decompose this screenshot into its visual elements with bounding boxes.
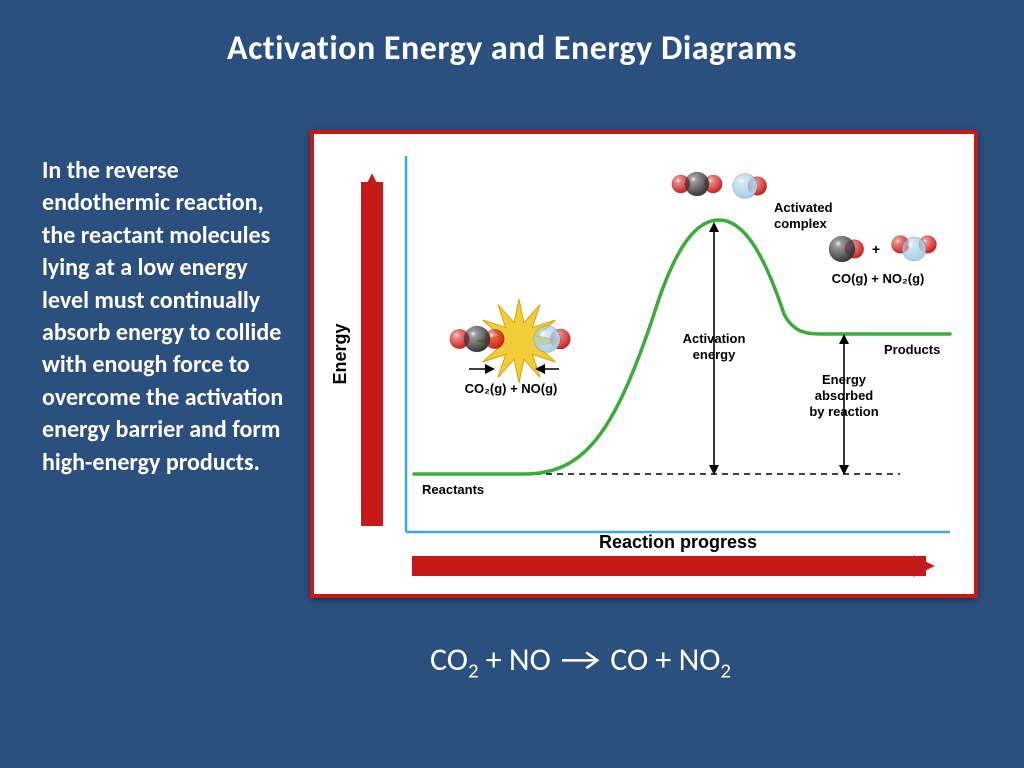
svg-text:absorbed: absorbed — [815, 388, 874, 403]
svg-text:Products: Products — [884, 342, 940, 357]
eq-rhs1: CO — [610, 640, 648, 679]
svg-text:+: + — [872, 241, 880, 257]
eq-lhs2: NO — [509, 640, 551, 679]
energy-diagram-svg: Energy Reaction progress Activationenergy E… — [314, 134, 974, 594]
energy-diagram-panel: Energy Reaction progress Activationenergy E… — [310, 130, 978, 598]
body-paragraph: In the reverse endothermic reaction, the… — [42, 155, 292, 479]
svg-text:by reaction: by reaction — [809, 404, 878, 419]
svg-text:CO(g) + NO₂(g): CO(g) + NO₂(g) — [832, 271, 925, 286]
svg-text:Reactants: Reactants — [422, 482, 484, 497]
slide-title: Activation Energy and Energy Diagrams — [0, 28, 1024, 69]
eq-plus2: + — [655, 640, 678, 679]
svg-text:Activation: Activation — [683, 331, 746, 346]
svg-text:Reaction progress: Reaction progress — [599, 532, 757, 552]
eq-lhs1: CO — [430, 640, 468, 679]
eq-rhs2: NO — [679, 640, 721, 679]
eq-arrow: → — [560, 640, 601, 679]
eq-lhs1-sub: 2 — [468, 657, 479, 683]
eq-plus1: + — [486, 640, 509, 679]
activated-molecules — [672, 172, 767, 198]
svg-text:Energy: Energy — [330, 323, 350, 384]
product-molecules — [829, 236, 936, 262]
reaction-equation: CO2 + NO → CO + NO2 — [430, 640, 731, 683]
svg-text:CO₂(g) + NO(g): CO₂(g) + NO(g) — [465, 381, 558, 396]
svg-text:Activated: Activated — [774, 200, 833, 215]
reactant-molecules — [450, 299, 571, 383]
svg-text:energy: energy — [693, 347, 736, 362]
svg-text:Energy: Energy — [822, 372, 867, 387]
svg-text:complex: complex — [774, 216, 828, 231]
eq-rhs2-sub: 2 — [720, 657, 731, 683]
